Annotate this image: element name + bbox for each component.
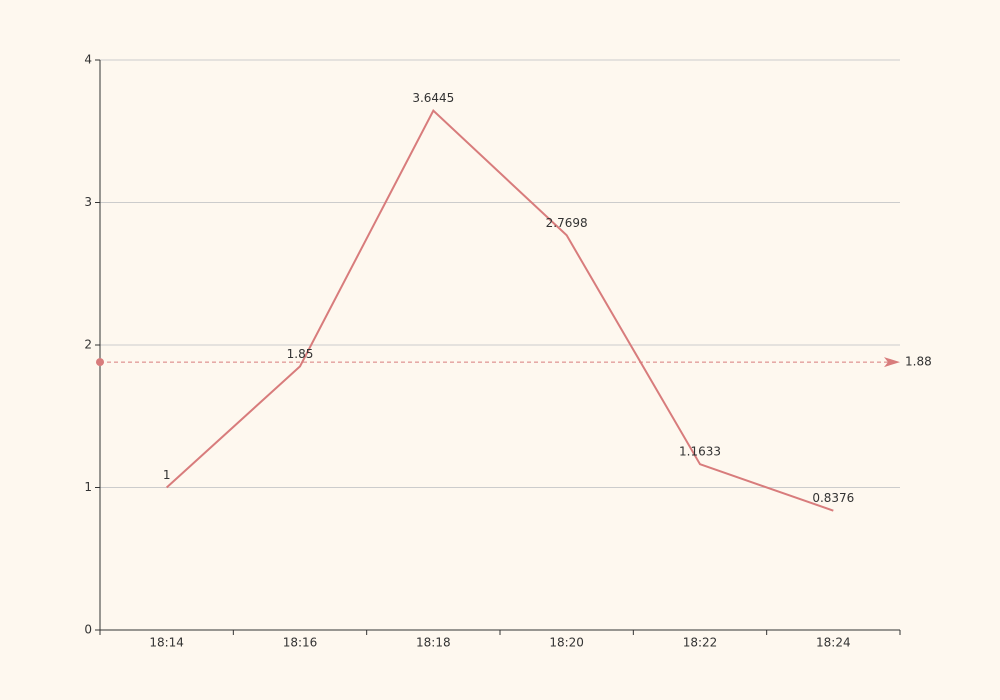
y-tick-label: 2 <box>84 338 92 352</box>
data-label: 2.7698 <box>546 216 588 230</box>
data-label: 3.6445 <box>412 91 454 105</box>
y-tick-label: 1 <box>84 480 92 494</box>
y-tick-label: 0 <box>84 623 92 637</box>
data-label: 1 <box>163 468 171 482</box>
x-tick-label: 18:20 <box>549 636 584 650</box>
data-label: 1.85 <box>287 347 314 361</box>
x-tick-label: 18:14 <box>149 636 184 650</box>
mark-line-start <box>96 358 104 367</box>
y-tick-label: 4 <box>84 53 92 67</box>
y-tick-label: 3 <box>84 195 92 209</box>
x-tick-label: 18:16 <box>283 636 318 650</box>
x-tick-label: 18:24 <box>816 636 851 650</box>
data-label: 1.1633 <box>679 445 721 459</box>
mark-line-arrow <box>884 357 900 368</box>
series-line <box>165 109 834 512</box>
x-tick-label: 18:18 <box>416 636 451 650</box>
x-tick-label: 18:22 <box>683 636 718 650</box>
mark-line-label: 1.88 <box>905 355 932 369</box>
data-label: 0.8376 <box>812 491 854 505</box>
